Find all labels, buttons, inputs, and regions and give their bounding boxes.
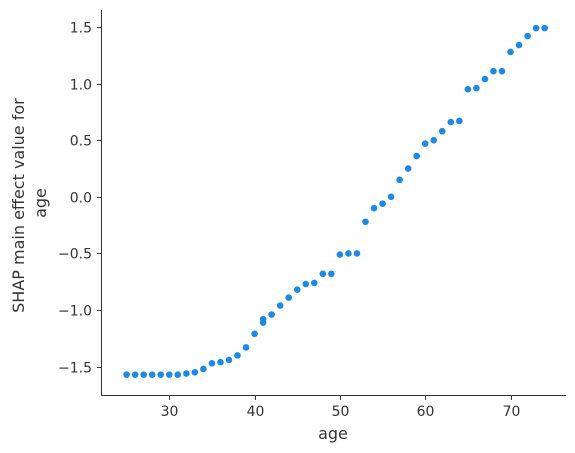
data-point-36 [421, 140, 429, 147]
data-point-10 [208, 359, 216, 367]
data-point-33 [396, 176, 403, 184]
data-point-47 [515, 41, 523, 49]
y-tick-label-0: −1.5 [58, 361, 92, 377]
data-point-9 [200, 365, 207, 373]
y-tick-label-6: 1.5 [70, 21, 92, 37]
data-point-6 [174, 371, 182, 378]
data-point-32 [387, 193, 395, 201]
data-point-29 [362, 218, 369, 226]
y-tick-label-5: 1.0 [70, 78, 92, 94]
data-point-23 [311, 279, 318, 287]
data-point-5 [165, 371, 173, 378]
data-point-1 [131, 371, 139, 378]
data-point-15 [251, 330, 258, 338]
data-point-26 [336, 251, 344, 258]
y-axis-title: SHAP main effect value for age [9, 93, 50, 313]
x-tick-label-3: 60 [417, 404, 435, 420]
data-point-42 [473, 84, 480, 92]
x-tick-label-0: 30 [161, 404, 179, 420]
x-tick-label-2: 50 [332, 404, 350, 420]
data-point-12 [225, 356, 233, 364]
data-point-14 [242, 344, 250, 351]
data-point-43 [481, 75, 489, 83]
data-point-31 [379, 200, 386, 207]
data-point-25 [328, 270, 335, 278]
data-point-39 [447, 118, 455, 126]
data-point-27 [345, 250, 352, 257]
data-point-37 [430, 136, 438, 144]
data-point-34 [404, 165, 412, 172]
y-axis-title-line-2: age [31, 188, 50, 218]
x-tick-label-4: 70 [503, 404, 521, 420]
y-tick-label-4: 0.5 [70, 134, 92, 150]
data-point-49 [532, 24, 540, 32]
y-axis-title-line-1: SHAP main effect value for [9, 98, 28, 313]
y-tick-label-1: −1.0 [58, 304, 92, 320]
data-point-30 [370, 204, 378, 212]
data-point-17 [259, 319, 267, 326]
y-axis-ticks: −1.5 −1.0 −0.5 0.0 0.5 1.0 1.5 [58, 21, 102, 377]
data-point-0 [123, 371, 130, 378]
data-point-21 [293, 286, 301, 293]
data-point-28 [353, 250, 361, 257]
x-tick-label-1: 40 [247, 404, 265, 420]
data-point-35 [413, 152, 420, 160]
data-point-4 [157, 371, 165, 378]
data-point-44 [490, 67, 497, 75]
data-point-3 [148, 371, 156, 378]
data-point-18 [268, 311, 275, 318]
y-tick-label-3: 0.0 [70, 191, 92, 207]
data-point-50 [541, 24, 548, 32]
y-tick-label-2: −0.5 [58, 247, 92, 263]
data-point-45 [498, 67, 506, 75]
data-point-20 [285, 294, 293, 301]
x-axis-ticks: 30 40 50 60 70 [161, 395, 521, 420]
data-point-19 [276, 302, 284, 309]
data-point-7 [183, 370, 190, 377]
data-point-41 [464, 85, 472, 93]
data-point-11 [217, 358, 224, 366]
data-point-46 [507, 48, 514, 56]
data-point-48 [524, 32, 531, 40]
data-point-24 [319, 270, 327, 278]
data-point-13 [234, 352, 241, 359]
data-point-8 [191, 369, 199, 376]
data-point-40 [456, 117, 463, 125]
data-point-38 [438, 127, 446, 135]
data-point-2 [140, 371, 147, 378]
x-axis-title: age [318, 424, 348, 443]
data-point-22 [302, 280, 310, 288]
scatter-points [123, 24, 548, 378]
